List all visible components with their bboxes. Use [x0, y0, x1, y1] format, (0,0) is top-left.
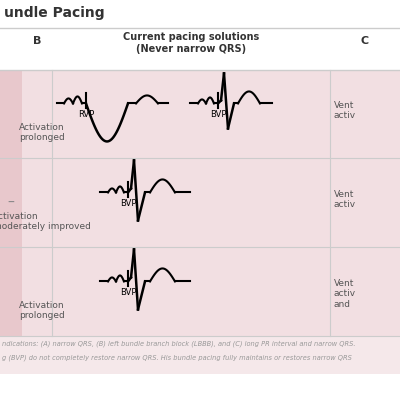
Text: ndications: (A) narrow QRS, (B) left bundle branch block (LBBB), and (C) long PR: ndications: (A) narrow QRS, (B) left bun… — [2, 340, 356, 347]
Text: –: – — [8, 196, 14, 210]
Text: Activation
moderately improved: Activation moderately improved — [0, 212, 91, 231]
Bar — [0, 0, 400, 336]
Text: B: B — [33, 36, 41, 46]
Text: BVP: BVP — [210, 110, 226, 120]
Text: Vent
activ: Vent activ — [334, 190, 356, 209]
Text: g (BVP) do not completely restore narrow QRS. His bundle pacing fully maintains : g (BVP) do not completely restore narrow… — [2, 354, 352, 361]
Text: undle Pacing: undle Pacing — [4, 6, 105, 20]
Text: Activation
prolonged: Activation prolonged — [19, 123, 65, 142]
Text: Activation
prolonged: Activation prolonged — [19, 301, 65, 320]
Bar — [22, 159, 400, 247]
Text: Vent
activ: Vent activ — [334, 101, 356, 120]
Bar — [0, 248, 22, 336]
Text: BVP: BVP — [120, 200, 136, 208]
Bar — [0, 70, 22, 158]
Text: Vent
activ
and: Vent activ and — [334, 279, 356, 309]
Bar — [22, 248, 400, 336]
Bar — [0, 159, 22, 247]
Text: C: C — [361, 36, 369, 46]
Text: BVP: BVP — [120, 288, 136, 298]
Bar — [0, 336, 400, 374]
Text: RVP: RVP — [78, 110, 94, 120]
Bar — [22, 70, 400, 158]
Text: Current pacing solutions
(Never narrow QRS): Current pacing solutions (Never narrow Q… — [123, 32, 259, 54]
